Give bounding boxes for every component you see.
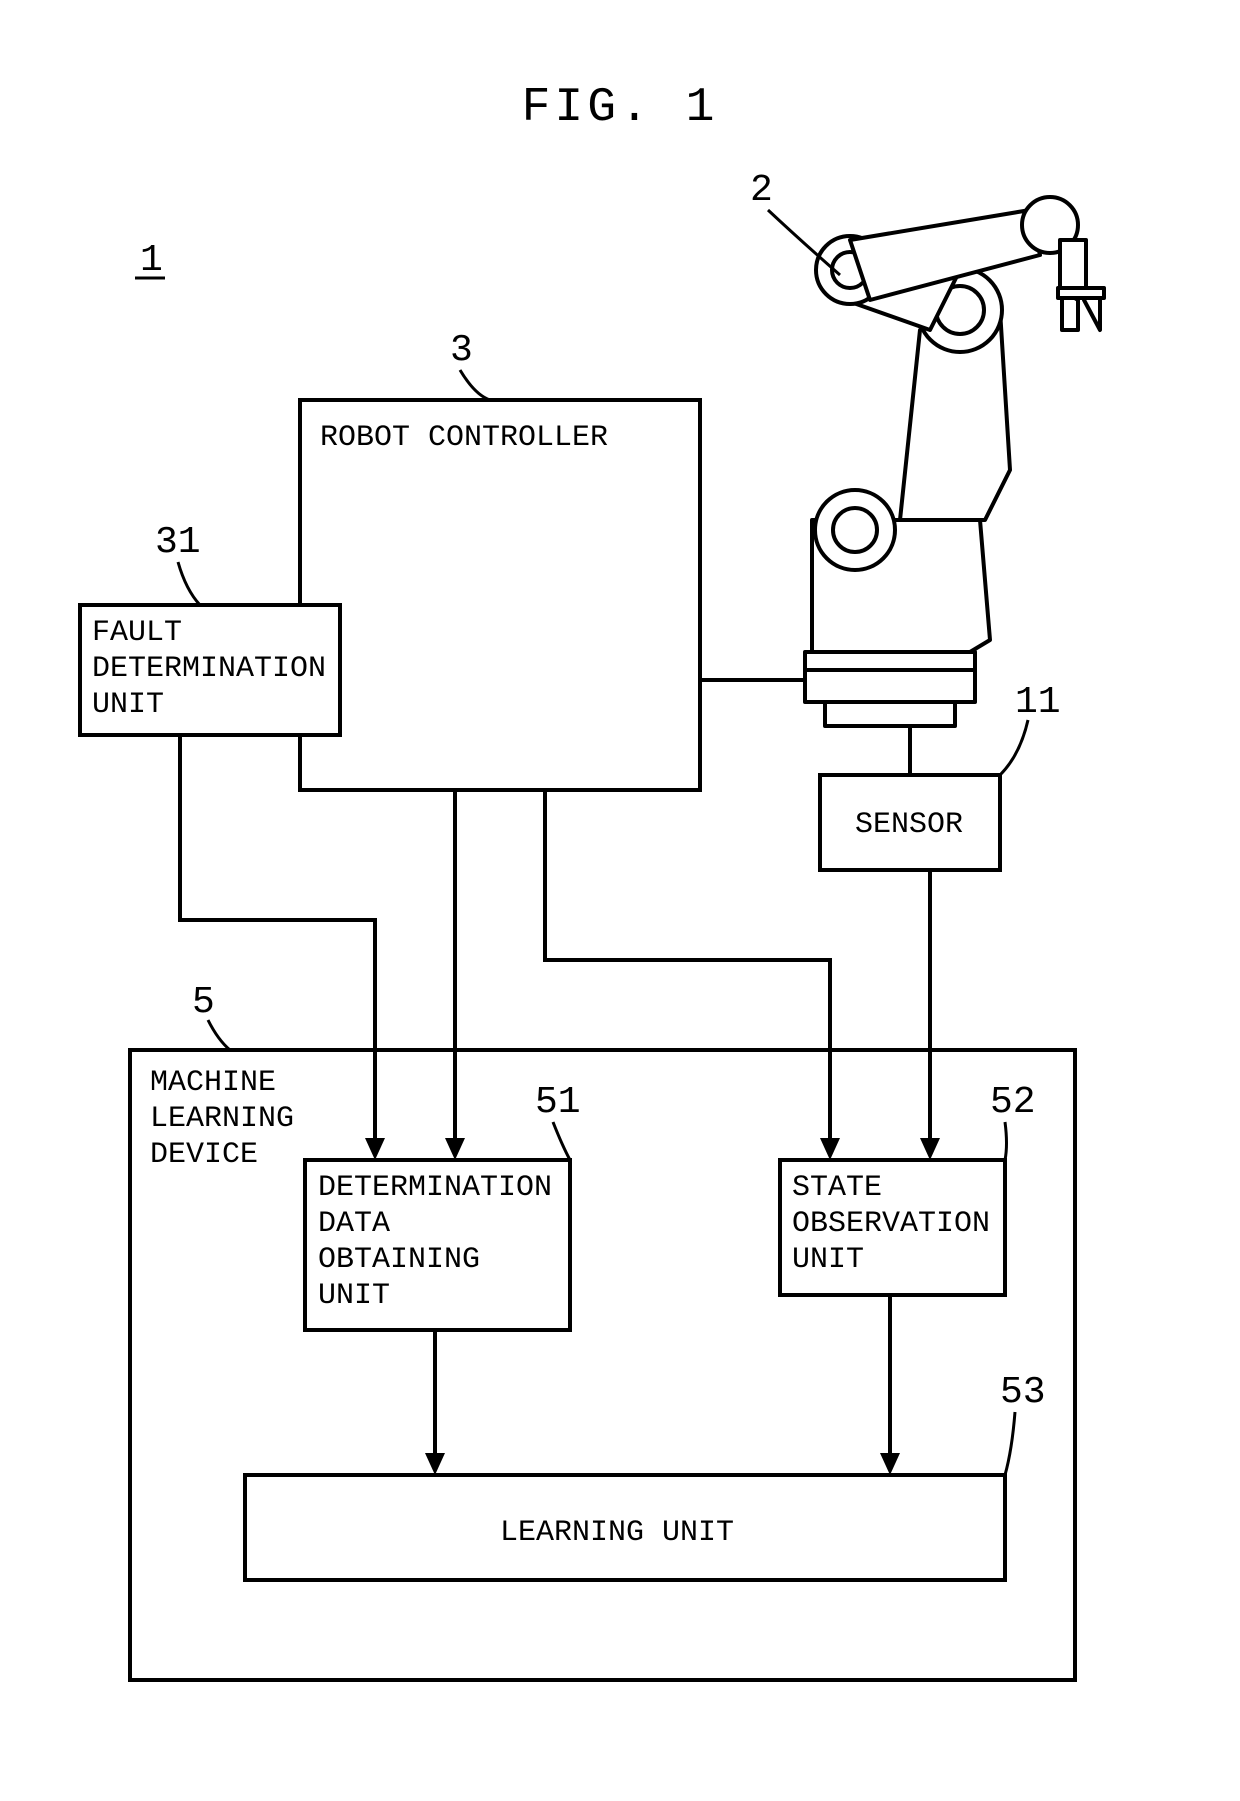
robot-controller-box [300, 400, 700, 790]
fault-unit-label-1: FAULT [92, 616, 182, 650]
lead-state [1005, 1122, 1007, 1160]
ref-det: 51 [535, 1081, 581, 1124]
ref-controller: 3 [450, 329, 473, 372]
ref-mldevice: 5 [192, 981, 215, 1024]
state-unit-label-3: UNIT [792, 1243, 864, 1277]
lead-sensor [1000, 720, 1028, 775]
det-unit-label-4: UNIT [318, 1279, 390, 1313]
fault-unit-label-3: UNIT [92, 688, 164, 722]
ref-state: 52 [990, 1081, 1036, 1124]
det-unit-label-2: DATA [318, 1207, 390, 1241]
ref-system: 1 [135, 239, 165, 282]
state-unit-label-1: STATE [792, 1171, 882, 1205]
state-unit-label-2: OBSERVATION [792, 1207, 990, 1241]
det-unit-label-1: DETERMINATION [318, 1171, 552, 1205]
robot-arm-icon [805, 197, 1104, 726]
ref-learning: 53 [1000, 1371, 1046, 1414]
ref-sensor: 11 [1015, 681, 1061, 724]
ml-device-label-2: LEARNING [150, 1102, 294, 1136]
ref-fault: 31 [155, 521, 201, 564]
det-unit-label-3: OBTAINING [318, 1243, 480, 1277]
sensor-label: SENSOR [855, 808, 963, 842]
figure-title: FIG. 1 [522, 81, 719, 135]
lead-fault [178, 562, 200, 605]
ml-device-label-1: MACHINE [150, 1066, 276, 1100]
ml-device-label-3: DEVICE [150, 1138, 258, 1172]
fault-unit-label-2: DETERMINATION [92, 652, 326, 686]
lead-controller [460, 370, 490, 400]
svg-text:1: 1 [140, 239, 163, 282]
ref-robot: 2 [750, 169, 773, 212]
learning-unit-label: LEARNING UNIT [500, 1516, 734, 1550]
robot-controller-label: ROBOT CONTROLLER [320, 421, 608, 455]
lead-mldevice [208, 1020, 230, 1050]
figure-diagram: FIG. 1 1 2 [0, 0, 1240, 1801]
